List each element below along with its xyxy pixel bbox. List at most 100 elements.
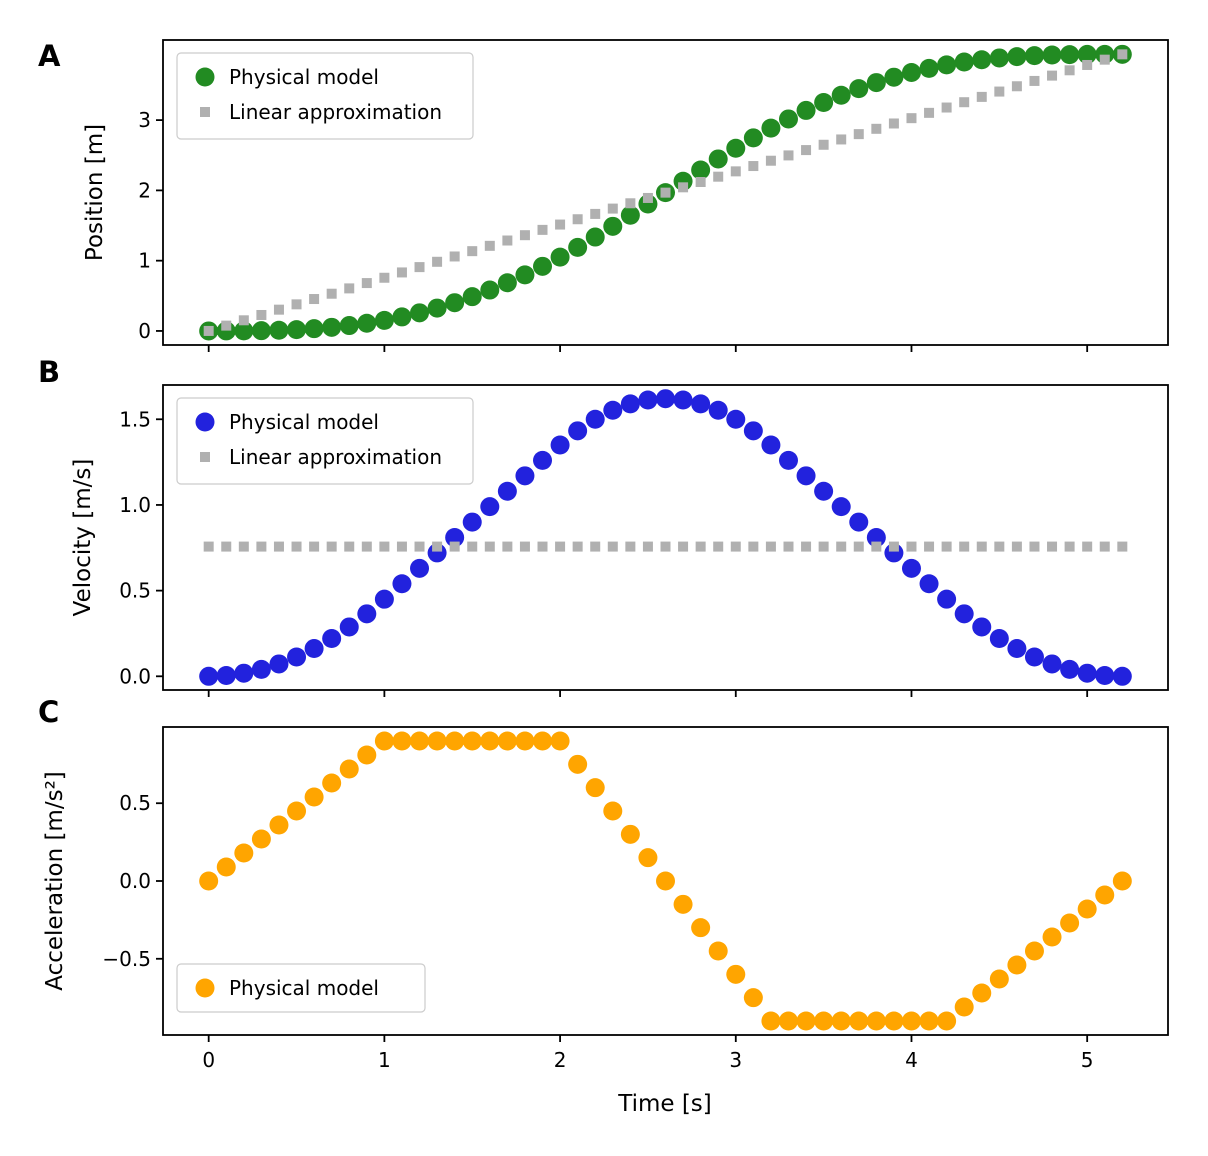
- data-point: [1029, 75, 1040, 86]
- y-axis-label-velocity: Velocity [m/s]: [70, 459, 96, 617]
- data-point: [537, 541, 548, 552]
- data-point: [251, 659, 271, 679]
- data-point: [410, 303, 430, 323]
- data-point: [831, 1011, 851, 1031]
- data-point: [234, 663, 254, 683]
- data-point: [1024, 941, 1044, 961]
- data-point: [607, 203, 618, 214]
- data-point: [449, 541, 460, 552]
- data-point: [871, 123, 882, 134]
- data-point: [924, 107, 935, 118]
- data-point: [361, 278, 372, 289]
- x-tick-label: 4: [905, 1048, 918, 1072]
- data-point: [748, 161, 759, 172]
- data-point: [256, 541, 267, 552]
- data-point: [959, 541, 970, 552]
- legend-label: Linear approximation: [229, 445, 442, 469]
- data-point: [778, 450, 798, 470]
- data-point: [761, 435, 781, 455]
- y-tick-label: 1: [138, 249, 151, 273]
- data-point: [432, 256, 443, 267]
- data-point: [497, 481, 517, 501]
- y-tick-label: 0.5: [119, 579, 151, 603]
- data-point: [515, 466, 535, 486]
- data-point: [251, 829, 271, 849]
- data-point: [462, 731, 482, 751]
- data-point: [796, 466, 816, 486]
- data-point: [884, 1011, 904, 1031]
- data-point: [480, 280, 500, 300]
- data-point: [866, 73, 886, 93]
- data-point: [326, 541, 337, 552]
- data-point: [1099, 54, 1110, 65]
- data-point: [357, 313, 377, 333]
- data-point: [976, 541, 987, 552]
- data-point: [713, 171, 724, 182]
- data-point: [937, 55, 957, 75]
- data-point: [765, 155, 776, 166]
- x-tick-label: 1: [378, 1048, 391, 1072]
- data-point: [743, 421, 763, 441]
- data-point: [1029, 541, 1040, 552]
- data-point: [994, 86, 1005, 97]
- data-point: [572, 541, 583, 552]
- x-tick-label: 3: [729, 1048, 742, 1072]
- data-point: [743, 128, 763, 148]
- data-point: [1077, 44, 1097, 64]
- data-point: [1095, 885, 1115, 905]
- data-point: [1042, 927, 1062, 947]
- legend-box: [176, 963, 426, 1013]
- legend-label: Physical model: [229, 976, 379, 1000]
- data-point: [853, 129, 864, 140]
- data-point: [1042, 45, 1062, 65]
- data-point: [888, 541, 899, 552]
- data-point: [1011, 541, 1022, 552]
- data-point: [796, 1011, 816, 1031]
- data-point: [1064, 541, 1075, 552]
- data-point: [607, 541, 618, 552]
- data-point: [497, 731, 517, 751]
- data-point: [291, 299, 302, 310]
- data-point: [396, 541, 407, 552]
- data-point: [396, 267, 407, 278]
- panel-c-letter: C: [38, 695, 59, 729]
- data-point: [273, 304, 284, 315]
- data-point: [427, 298, 447, 318]
- data-point: [339, 617, 359, 637]
- data-point: [374, 310, 394, 330]
- data-point: [906, 113, 917, 124]
- panel-c-plot: 0 1 2 3 4 5 −0.5 0.0 0.5 Physical model: [102, 726, 1169, 1072]
- data-point: [256, 309, 267, 320]
- series-physical-model: [199, 731, 1132, 1031]
- data-point: [660, 187, 671, 198]
- data-point: [959, 97, 970, 108]
- x-tick-label: 0: [202, 1048, 215, 1072]
- data-point: [484, 541, 495, 552]
- data-point: [309, 294, 320, 305]
- data-point: [673, 390, 693, 410]
- data-point: [620, 205, 640, 225]
- data-point: [1007, 955, 1027, 975]
- data-point: [906, 541, 917, 552]
- y-tick-label: 0.5: [119, 791, 151, 815]
- data-point: [901, 1011, 921, 1031]
- data-point: [1082, 541, 1093, 552]
- data-point: [427, 731, 447, 751]
- data-point: [761, 1011, 781, 1031]
- data-point: [410, 558, 430, 578]
- data-point: [1060, 45, 1080, 65]
- x-tick-label: 5: [1081, 1048, 1094, 1072]
- data-point: [322, 317, 342, 337]
- data-point: [273, 541, 284, 552]
- data-point: [269, 815, 289, 835]
- data-point: [467, 541, 478, 552]
- data-point: [585, 227, 605, 247]
- legend-label: Physical model: [229, 410, 379, 434]
- data-point: [989, 629, 1009, 649]
- data-point: [467, 246, 478, 257]
- data-point: [1007, 639, 1027, 659]
- data-point: [480, 731, 500, 751]
- data-point: [603, 216, 623, 236]
- data-point: [344, 541, 355, 552]
